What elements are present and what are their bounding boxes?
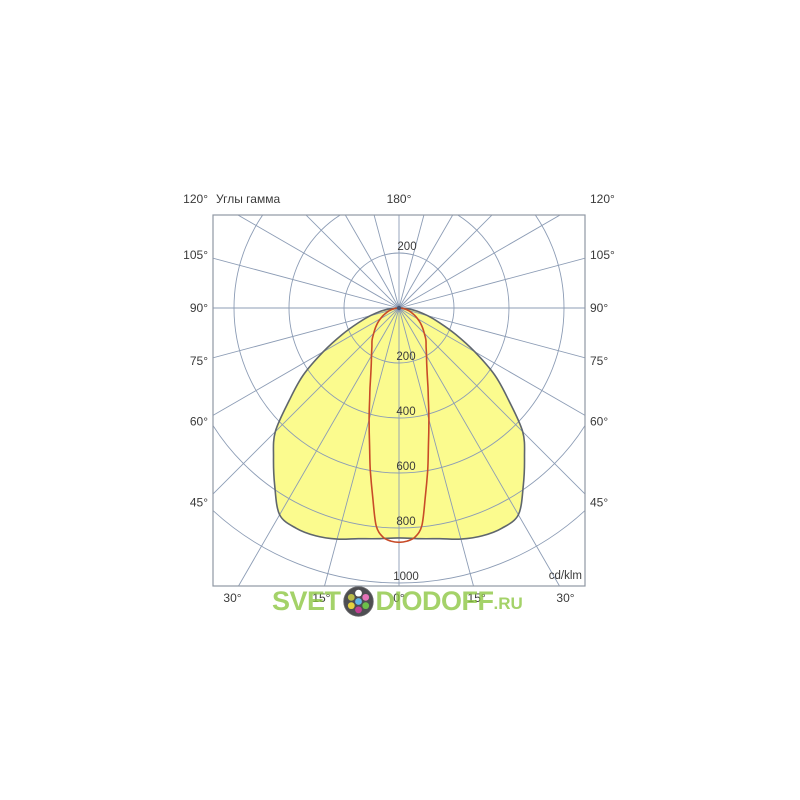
corner-angle-label: 120° <box>183 192 208 206</box>
side-angle-label: 45° <box>590 495 608 509</box>
radial-tick-label: 200 <box>396 351 415 363</box>
grid-ring <box>288 215 510 419</box>
grid-ray <box>398 215 561 309</box>
side-angle-label: 105° <box>590 248 615 262</box>
grid-ray <box>237 307 400 586</box>
grid-ray <box>213 307 400 495</box>
grid-ray <box>344 215 400 309</box>
side-angle-label: 105° <box>183 248 208 262</box>
grid-ring <box>213 509 585 584</box>
grid-ray <box>213 307 400 416</box>
wide-beam-lobe <box>272 307 526 541</box>
grid-ray <box>398 307 585 416</box>
grid-ray <box>213 257 400 309</box>
grid-ray <box>398 215 493 309</box>
side-angle-label: 90° <box>590 301 608 315</box>
radial-tick-label: 600 <box>396 461 415 473</box>
side-angle-label: 45° <box>190 495 208 509</box>
chart-title: Углы гамма <box>216 192 280 206</box>
side-angle-label: 60° <box>190 414 208 428</box>
grid-ray <box>398 257 585 309</box>
plot-frame <box>212 214 586 587</box>
side-angle-label: 75° <box>190 354 208 368</box>
narrow-beam-lobe <box>368 307 430 544</box>
radial-unit-label: cd/klm <box>549 570 582 582</box>
grid-ray <box>398 307 561 586</box>
side-angle-label: 90° <box>190 301 208 315</box>
radial-tick-label: 400 <box>396 406 415 418</box>
top-angle-label: 180° <box>387 192 412 206</box>
radial-tick-label: 1000 <box>393 571 419 583</box>
grid-ray <box>237 215 400 309</box>
bottom-angle-label: 0° <box>393 591 405 605</box>
bottom-angle-label: 30° <box>556 591 574 605</box>
grid-ray <box>305 215 400 309</box>
corner-angle-label: 120° <box>590 192 615 206</box>
grid-ray <box>398 215 454 309</box>
side-angle-label: 75° <box>590 354 608 368</box>
bottom-angle-label: 15° <box>468 591 486 605</box>
grid-ray <box>398 307 585 495</box>
side-angle-label: 60° <box>590 414 608 428</box>
grid-ray <box>398 307 585 359</box>
bottom-angle-label: 15° <box>312 591 330 605</box>
grid-ring <box>343 252 455 364</box>
bottom-angle-label: 30° <box>223 591 241 605</box>
radial-tick-label: 800 <box>396 516 415 528</box>
grid-ray <box>213 307 400 359</box>
radial-tick-label: 200 <box>397 241 416 253</box>
grid-ray <box>398 215 425 309</box>
grid-ray <box>373 215 400 309</box>
beam-origin-dot <box>396 305 402 311</box>
grid-ring <box>233 215 565 474</box>
grid-ring <box>213 424 585 529</box>
